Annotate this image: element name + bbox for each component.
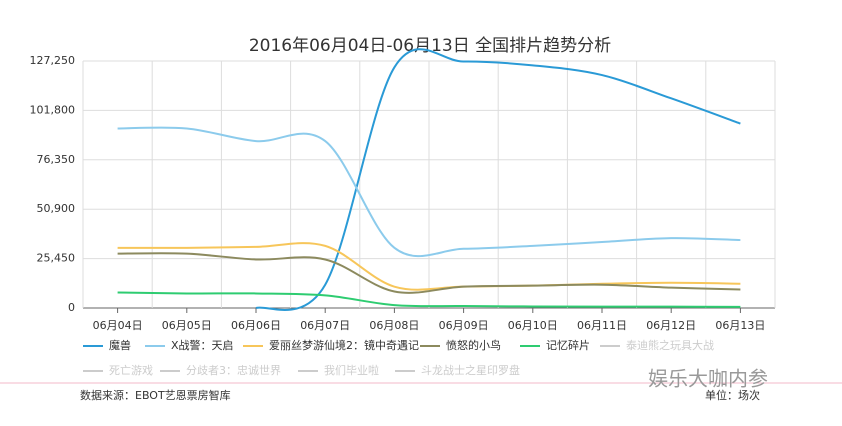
source: 数据来源：EBOT艺恩票房智库 bbox=[80, 388, 231, 402]
y-tick-label: 101,800 bbox=[30, 103, 76, 116]
chart-title: 2016年06月04日-06月13日 全国排片趋势分析 bbox=[249, 36, 611, 56]
y-tick-label: 76,350 bbox=[37, 153, 76, 166]
unit: 单位：场次 bbox=[705, 388, 760, 402]
x-tick-label: 06月06日 bbox=[231, 319, 281, 332]
legend-label[interactable]: 魔兽 bbox=[109, 338, 131, 352]
series-line bbox=[117, 126, 741, 258]
y-tick-label: 25,450 bbox=[37, 252, 76, 265]
series-line bbox=[255, 48, 741, 311]
x-tick-label: 06月12日 bbox=[646, 319, 696, 332]
y-tick-label: 50,900 bbox=[37, 202, 76, 215]
watermark: 娱乐大咖内参 bbox=[648, 367, 768, 391]
legend-label[interactable]: 死亡游戏 bbox=[109, 363, 153, 377]
legend-label[interactable]: X战警：天启 bbox=[171, 338, 234, 352]
x-tick-label: 06月07日 bbox=[300, 319, 350, 332]
y-tick-label: 127,250 bbox=[30, 54, 76, 67]
legend-label[interactable]: 爱丽丝梦游仙境2：镜中奇遇记 bbox=[269, 338, 419, 352]
series-line bbox=[117, 291, 741, 308]
legend-label[interactable]: 记忆碎片 bbox=[546, 338, 590, 352]
x-tick-label: 06月08日 bbox=[369, 319, 419, 332]
x-tick-label: 06月11日 bbox=[577, 319, 627, 332]
x-tick-label: 06月05日 bbox=[162, 319, 212, 332]
x-tick-label: 06月10日 bbox=[508, 319, 558, 332]
x-tick-label: 06月09日 bbox=[439, 319, 489, 332]
legend-label[interactable]: 泰迪熊之玩具大战 bbox=[626, 338, 714, 352]
series-line bbox=[117, 242, 741, 291]
y-tick-label: 0 bbox=[68, 301, 75, 314]
legend-label[interactable]: 我们毕业啦 bbox=[324, 363, 379, 377]
legend-label[interactable]: 分歧者3：忠诚世界 bbox=[186, 364, 281, 377]
legend-label[interactable]: 斗龙战士之星印罗盘 bbox=[421, 363, 520, 377]
legend-label[interactable]: 愤怒的小鸟 bbox=[446, 338, 501, 352]
series-line bbox=[117, 252, 741, 294]
x-tick-label: 06月04日 bbox=[93, 319, 143, 332]
x-tick-label: 06月13日 bbox=[715, 319, 765, 332]
